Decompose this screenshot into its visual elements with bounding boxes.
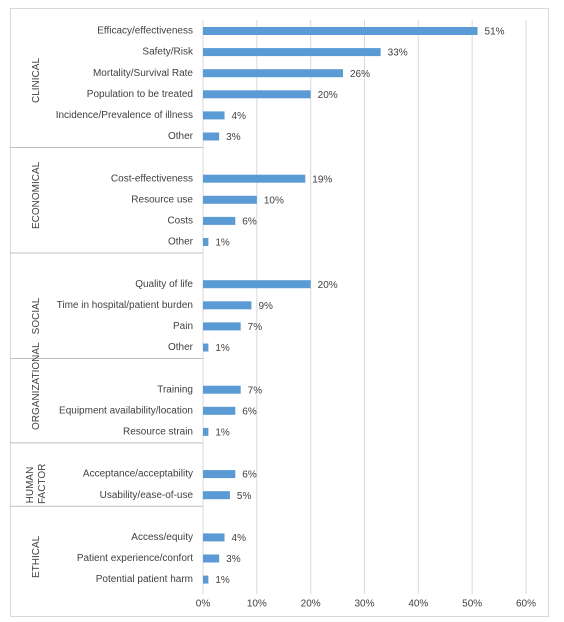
chart-border xyxy=(10,8,549,617)
y-tick-label: Efficacy/effectiveness xyxy=(97,26,193,37)
value-label: 1% xyxy=(215,575,230,586)
value-label: 1% xyxy=(215,238,230,249)
bar xyxy=(203,280,311,289)
bar xyxy=(203,533,225,542)
y-tick-label: Patient experience/confort xyxy=(77,553,193,564)
y-tick-label: Time in hospital/patient burden xyxy=(57,300,193,311)
bar xyxy=(203,343,209,352)
y-tick-label: Mortality/Survival Rate xyxy=(93,68,193,79)
value-label: 51% xyxy=(485,27,505,38)
bar xyxy=(203,406,236,415)
bar xyxy=(203,575,209,584)
value-label: 33% xyxy=(388,48,408,59)
value-label: 20% xyxy=(318,90,338,101)
bar xyxy=(203,216,236,225)
bar xyxy=(203,470,236,479)
y-tick-label: Resource use xyxy=(131,194,193,205)
bar xyxy=(203,322,241,331)
y-tick-label: Population to be treated xyxy=(87,89,193,100)
bar xyxy=(203,195,257,204)
bar xyxy=(203,238,209,246)
group-label-text: ECONOMICAL xyxy=(31,162,42,230)
value-label: 4% xyxy=(232,533,247,544)
value-label: 7% xyxy=(248,385,263,396)
group-label-text: CLINICAL xyxy=(31,57,42,103)
bar xyxy=(203,90,311,99)
value-label: 6% xyxy=(242,217,257,228)
value-label: 1% xyxy=(215,343,230,354)
bar xyxy=(203,385,241,394)
value-label: 9% xyxy=(258,301,273,312)
bar xyxy=(203,111,225,120)
y-tick-label: Resource strain xyxy=(123,427,193,438)
value-label: 7% xyxy=(248,322,263,333)
bar xyxy=(203,174,306,183)
x-tick-label: 60% xyxy=(516,599,536,610)
x-tick-label: 10% xyxy=(247,599,267,610)
y-tick-label: Access/equity xyxy=(131,532,193,543)
x-tick-label: 20% xyxy=(301,599,321,610)
x-tick-label: 30% xyxy=(354,599,374,610)
x-tick-label: 40% xyxy=(408,599,428,610)
bar xyxy=(203,132,220,141)
y-tick-label: Equipment availability/location xyxy=(59,405,193,416)
value-label: 19% xyxy=(312,174,332,185)
y-tick-label: Training xyxy=(157,384,193,395)
x-tick-label: 0% xyxy=(196,599,211,610)
value-label: 6% xyxy=(242,470,257,481)
y-tick-label: Safety/Risk xyxy=(142,47,194,58)
y-tick-label: Other xyxy=(168,131,194,142)
y-tick-label: Cost-effectiveness xyxy=(111,173,193,184)
bar xyxy=(203,69,343,78)
group-label-text: ETHICAL xyxy=(31,535,42,578)
value-label: 26% xyxy=(350,69,370,80)
value-label: 1% xyxy=(215,428,230,439)
x-tick-label: 50% xyxy=(462,599,482,610)
group-label-text: SOCIAL xyxy=(31,297,42,335)
y-tick-label: Potential patient harm xyxy=(96,574,193,585)
bar xyxy=(203,27,478,35)
y-tick-label: Costs xyxy=(167,216,193,227)
value-label: 6% xyxy=(242,406,257,417)
y-tick-label: Other xyxy=(168,237,194,248)
bar xyxy=(203,301,252,310)
bar xyxy=(203,554,220,563)
y-tick-label: Incidence/Prevalence of illness xyxy=(56,110,193,121)
value-label: 3% xyxy=(226,132,241,143)
value-label: 3% xyxy=(226,554,241,565)
y-tick-label: Usability/ease-of-use xyxy=(100,490,194,501)
y-tick-label: Other xyxy=(168,342,194,353)
value-label: 4% xyxy=(232,111,247,122)
y-tick-label: Pain xyxy=(173,321,193,332)
group-label: CLINICAL xyxy=(31,14,43,154)
value-label: 20% xyxy=(318,280,338,291)
value-label: 5% xyxy=(237,491,252,502)
bar xyxy=(203,427,209,436)
y-tick-label: Acceptance/acceptability xyxy=(83,469,193,480)
y-tick-label: Quality of life xyxy=(135,279,193,290)
value-label: 10% xyxy=(264,195,284,206)
bar xyxy=(203,48,381,57)
bar xyxy=(203,491,230,500)
group-label: ETHICAL xyxy=(31,489,43,622)
